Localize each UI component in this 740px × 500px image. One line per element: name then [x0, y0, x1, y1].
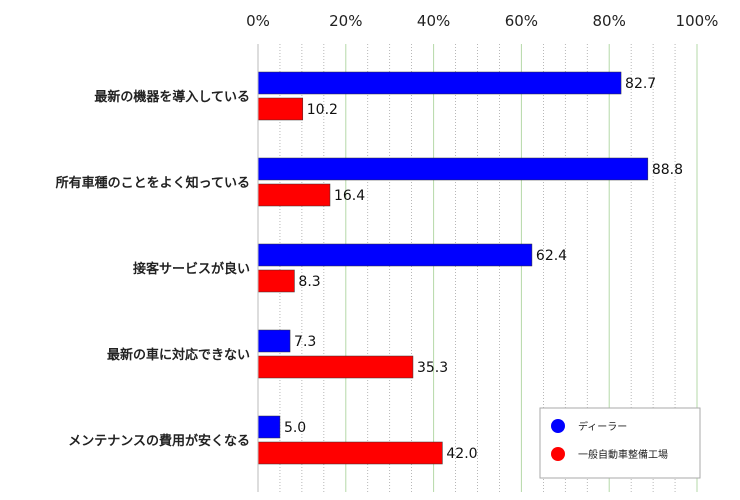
category-label: 接客サービスが良い	[133, 261, 250, 277]
x-tick-label: 20%	[329, 12, 362, 30]
bar	[257, 269, 295, 293]
data-label: 16.4	[334, 188, 365, 204]
x-tick-label: 0%	[246, 12, 270, 30]
bar	[257, 157, 649, 181]
data-label: 35.3	[417, 360, 448, 376]
x-tick-label: 100%	[676, 12, 719, 30]
data-label: 82.7	[625, 76, 656, 92]
x-tick-label: 40%	[417, 12, 450, 30]
category-label: メンテナンスの費用が安くなる	[68, 433, 250, 449]
legend-box	[539, 407, 701, 479]
bar	[257, 97, 304, 121]
data-label: 8.3	[298, 274, 320, 290]
category-label: 所有車種のことをよく知っている	[56, 175, 250, 191]
bar	[257, 441, 443, 465]
data-label: 10.2	[307, 102, 338, 118]
data-label: 42.0	[446, 446, 477, 462]
value-labels: 82.7 10.2 88.8 16.4 62.4 8.3 7.3 35.3 5.0 42.0	[284, 76, 683, 462]
x-tick-label: 80%	[593, 12, 626, 30]
x-tick-labels: 0% 20% 40% 60% 80% 100%	[246, 12, 718, 30]
category-labels: 最新の機器を導入している所有車種のことをよく知っている接客サービスが良い最新の車…	[56, 89, 250, 449]
legend-entry: ディーラー	[578, 420, 627, 433]
legend-swatch	[551, 419, 565, 433]
bar	[257, 415, 281, 439]
bars	[257, 71, 649, 465]
data-label: 62.4	[536, 248, 567, 264]
data-label: 5.0	[284, 420, 306, 436]
legend-entry: 一般自動車整備工場	[578, 448, 668, 461]
legend-swatch	[551, 447, 565, 461]
bar	[257, 183, 331, 207]
bar	[257, 355, 414, 379]
category-label: 最新の車に対応できない	[107, 347, 250, 363]
category-label: 最新の機器を導入している	[94, 89, 250, 105]
bar	[257, 329, 291, 353]
x-tick-label: 60%	[505, 12, 538, 30]
data-label: 88.8	[652, 162, 683, 178]
bar	[257, 71, 622, 95]
data-label: 7.3	[294, 334, 316, 350]
bar	[257, 243, 533, 267]
